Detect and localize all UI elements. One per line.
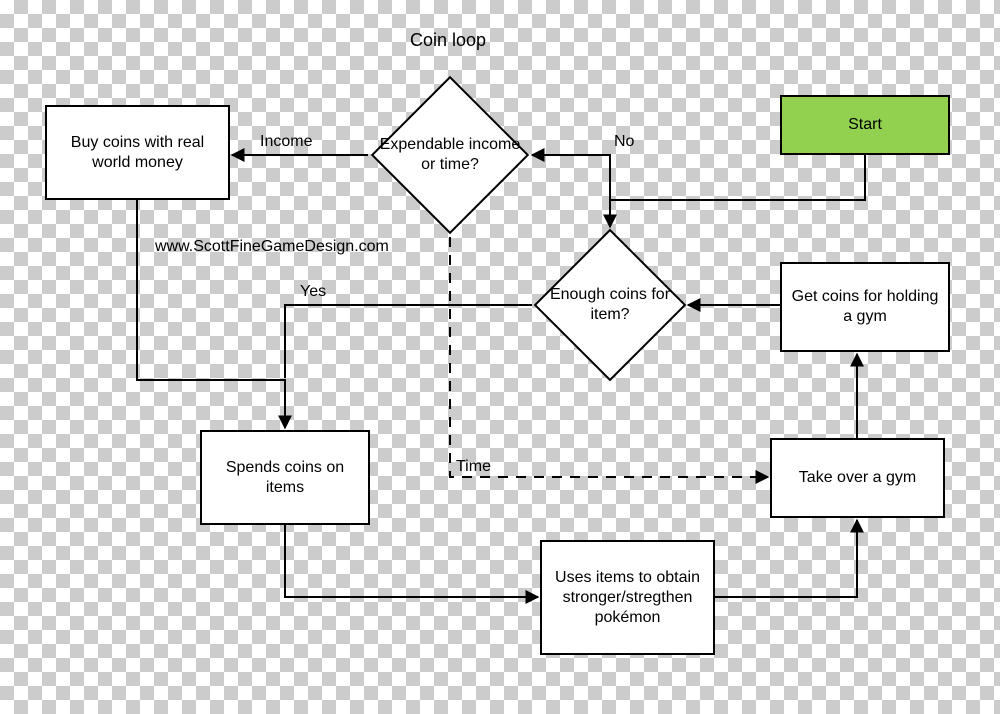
- edge-label-income: Income: [260, 133, 312, 151]
- node-decision-income-label: Expendable income or time?: [376, 135, 525, 175]
- edge-buy-to-spend: [137, 200, 285, 428]
- node-take-gym: Take over a gym: [770, 438, 945, 518]
- node-decision-enough: Enough coins for item?: [556, 251, 664, 359]
- node-uses-items-label: Uses items to obtain stronger/stregthen …: [548, 568, 707, 628]
- edge-spend-to-uses: [285, 525, 538, 597]
- edge-enough-yes-to-spend: [285, 305, 532, 378]
- diagram-title: Coin loop: [410, 30, 486, 51]
- node-buy-coins-label: Buy coins with real world money: [53, 133, 222, 173]
- node-start: Start: [780, 95, 950, 155]
- node-uses-items: Uses items to obtain stronger/stregthen …: [540, 540, 715, 655]
- edge-enough-no-to-income: [532, 155, 610, 227]
- node-spend-coins-label: Spends coins on items: [208, 458, 362, 498]
- node-buy-coins: Buy coins with real world money: [45, 105, 230, 200]
- website-label: www.ScottFineGameDesign.com: [155, 238, 389, 256]
- edge-start-to-enough: [610, 155, 865, 227]
- node-get-coins-label: Get coins for holding a gym: [788, 287, 942, 327]
- edge-label-no: No: [614, 133, 634, 151]
- flowchart-canvas: Coin loop www.ScottFineGameDesign.com In…: [0, 0, 1000, 714]
- node-get-coins: Get coins for holding a gym: [780, 262, 950, 352]
- node-decision-enough-label: Enough coins for item?: [538, 285, 681, 325]
- edge-label-time: Time: [456, 458, 491, 476]
- node-start-label: Start: [848, 115, 882, 135]
- node-decision-income: Expendable income or time?: [394, 99, 506, 211]
- edge-label-yes: Yes: [300, 283, 326, 301]
- node-take-gym-label: Take over a gym: [799, 468, 916, 488]
- node-spend-coins: Spends coins on items: [200, 430, 370, 525]
- edge-uses-to-takegym: [715, 520, 857, 597]
